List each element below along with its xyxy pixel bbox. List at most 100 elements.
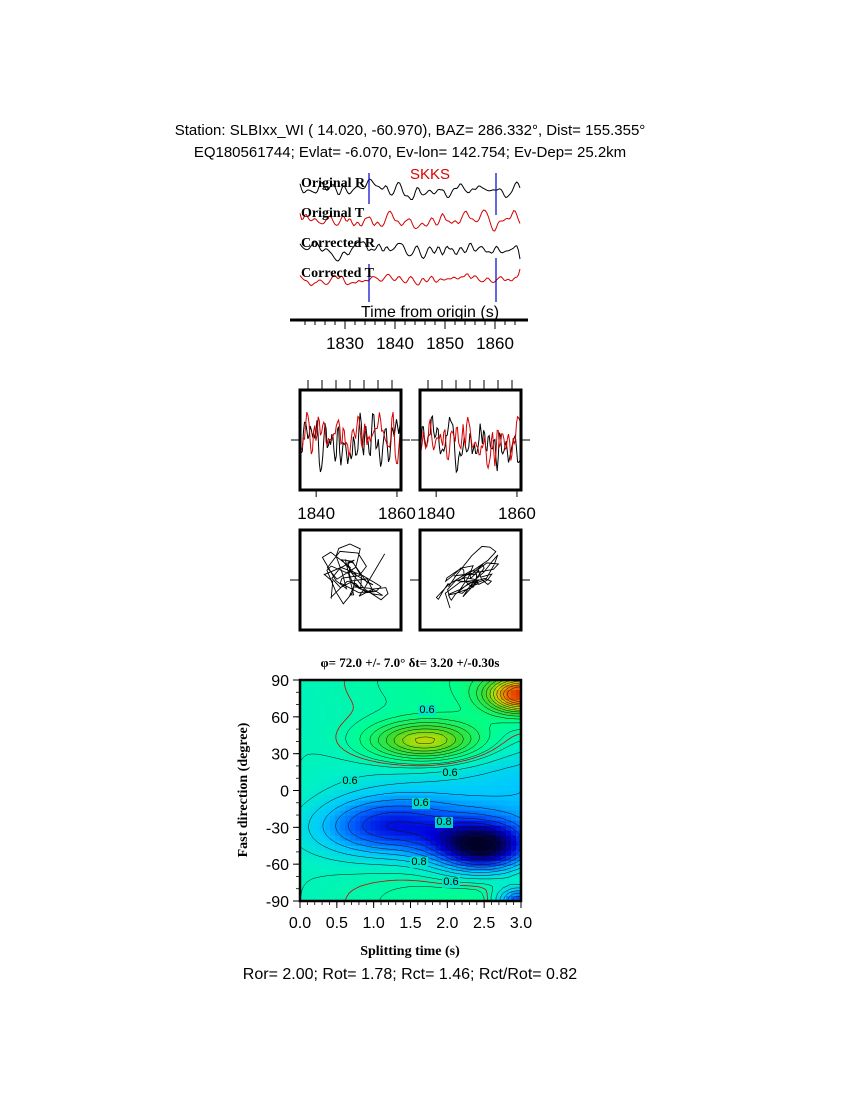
heatmap-cell [500, 830, 507, 837]
heatmap-cell [465, 720, 472, 726]
heatmap-cell [425, 755, 432, 761]
heatmap-cell [340, 850, 346, 857]
grid-ylabel: Fast direction (degree) [236, 722, 251, 857]
heatmap-cell [470, 785, 477, 792]
heatmap-cell [490, 790, 497, 797]
heatmap-cell [345, 720, 351, 726]
heatmap-cell [480, 835, 487, 842]
heatmap-cell [470, 870, 477, 877]
heatmap-cell [380, 690, 386, 696]
heatmap-cell [400, 750, 407, 756]
heatmap-cell [380, 885, 386, 892]
heatmap-cell [465, 785, 472, 792]
heatmap-cell [325, 830, 331, 837]
heatmap-cell [365, 840, 371, 847]
heatmap-cell [485, 745, 492, 751]
heatmap-cell [355, 715, 361, 721]
heatmap-cell [315, 880, 321, 887]
heatmap-cell [340, 895, 346, 901]
heatmap-cell [480, 755, 487, 761]
heatmap-cell [405, 870, 412, 877]
heatmap-cell [385, 785, 392, 792]
heatmap-cell [500, 695, 507, 701]
heatmap-cell [345, 745, 351, 751]
heatmap-cell [405, 855, 412, 862]
heatmap-cell [425, 820, 432, 827]
heatmap-cell [460, 870, 467, 877]
heatmap-cell [350, 735, 356, 741]
heatmap-cell [420, 865, 427, 872]
heatmap-cell [300, 850, 306, 857]
heatmap-cell [380, 685, 386, 691]
heatmap-cell [375, 820, 381, 827]
heatmap-cell [385, 715, 392, 721]
heatmap-cell [415, 815, 422, 822]
heatmap-cell [475, 755, 482, 761]
trace-tick-label: 1840 [376, 334, 414, 353]
heatmap-cell [310, 835, 316, 842]
heatmap-cell [445, 895, 452, 901]
heatmap-cell [320, 825, 326, 832]
heatmap-cell [355, 875, 361, 882]
heatmap-cell [510, 765, 517, 772]
heatmap-cell [380, 860, 386, 867]
heatmap-cell [490, 865, 497, 872]
contour-line [462, 835, 496, 853]
heatmap-cell [445, 860, 452, 867]
heatmap-cell [405, 715, 412, 721]
heatmap-cell [310, 800, 316, 807]
heatmap-cell [400, 865, 407, 872]
heatmap-cell [460, 730, 467, 736]
heatmap-cell [500, 710, 507, 716]
heatmap-cell [510, 825, 517, 832]
heatmap-cell [485, 845, 492, 852]
heatmap-cell [495, 895, 502, 901]
heatmap-cell [375, 690, 381, 696]
heatmap-cell [405, 880, 412, 887]
heatmap-cell [305, 755, 311, 761]
heatmap-cell [410, 735, 417, 741]
particle-motion-path [435, 545, 500, 609]
heatmap-cell [505, 795, 512, 802]
heatmap-cell [510, 840, 517, 847]
heatmap-cell [475, 780, 482, 787]
heatmap-cell [405, 850, 412, 857]
heatmap-cell [340, 710, 346, 716]
heatmap-cell [495, 840, 502, 847]
heatmap-cell [435, 880, 442, 887]
heatmap-cell [465, 820, 472, 827]
contour-line [496, 680, 521, 708]
header-station-line: Station: SLBIxx_WI ( 14.020, -60.970), B… [175, 122, 646, 139]
contour-line [322, 791, 521, 901]
heatmap-cell [375, 695, 381, 701]
heatmap-cell [365, 805, 371, 812]
heatmap-cell [440, 720, 447, 726]
heatmap-cell [510, 870, 517, 877]
footer-ratios: Ror= 2.00; Rot= 1.78; Rct= 1.46; Rct/Rot… [243, 966, 578, 983]
heatmap-cell [485, 880, 492, 887]
heatmap-cell [475, 895, 482, 901]
heatmap-cell [485, 755, 492, 761]
heatmap-cell [370, 760, 376, 766]
heatmap-cell [490, 695, 497, 701]
heatmap-cell [360, 765, 366, 772]
heatmap-cell [375, 880, 381, 887]
heatmap-cell [425, 855, 432, 862]
heatmap-cell [430, 730, 437, 736]
heatmap-cell [455, 725, 462, 731]
heatmap-cell [395, 790, 402, 797]
heatmap-cell [405, 780, 412, 787]
heatmap-cell [320, 710, 326, 716]
heatmap-cell [475, 810, 482, 817]
heatmap-cell [505, 785, 512, 792]
heatmap-cell [355, 835, 361, 842]
heatmap-cell [315, 875, 321, 882]
heatmap-cell [405, 790, 412, 797]
heatmap-cell [490, 870, 497, 877]
contour-line [385, 680, 521, 754]
heatmap-cell [395, 890, 402, 897]
heatmap-cell [370, 725, 376, 731]
heatmap-cell [480, 690, 487, 696]
heatmap-cell [400, 695, 407, 701]
heatmap-cell [400, 710, 407, 716]
